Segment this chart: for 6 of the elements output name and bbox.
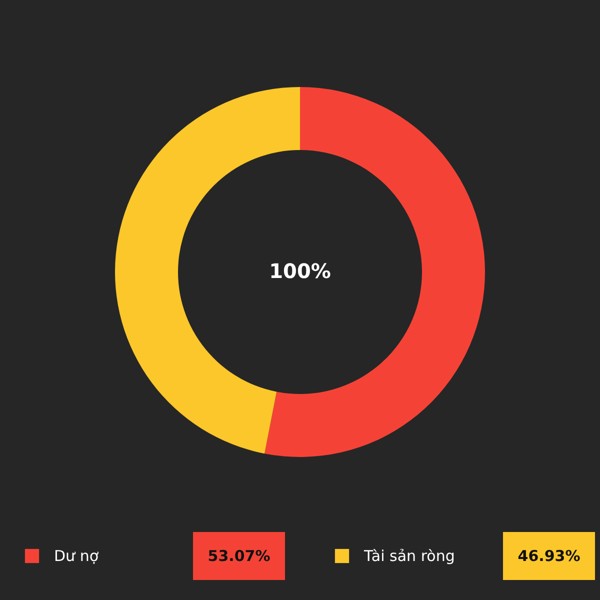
donut-slice <box>264 87 485 457</box>
legend-label: Dư nợ <box>54 547 100 565</box>
data-label: 46.93% <box>518 547 580 565</box>
text: 100% <box>269 259 331 283</box>
legend-label: Tài sản ròng <box>363 547 455 565</box>
data-label: 53.07% <box>208 547 270 565</box>
